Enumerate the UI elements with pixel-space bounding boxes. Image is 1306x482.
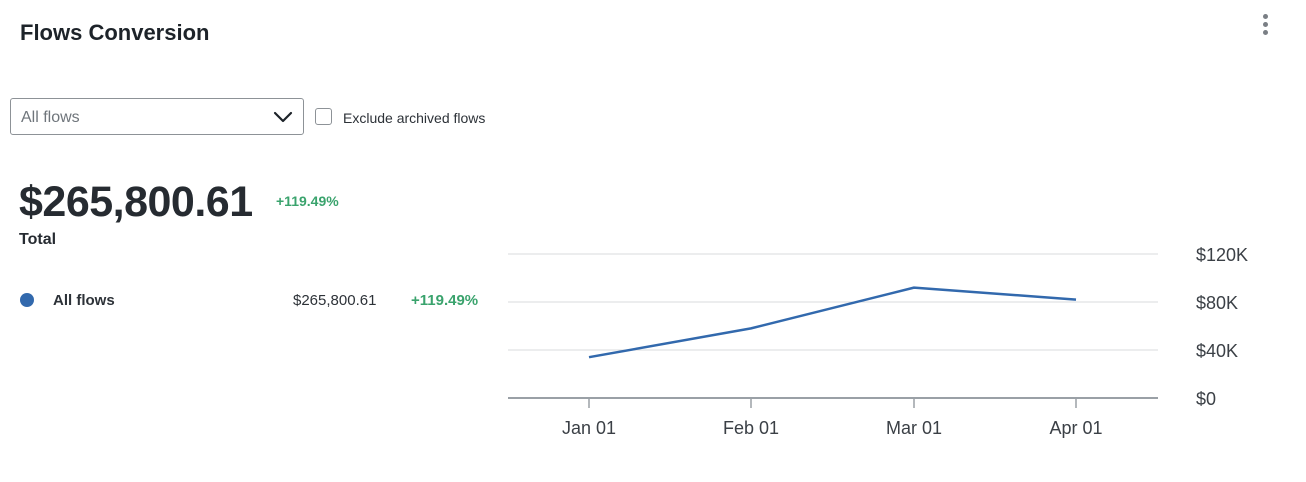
legend-row: All flows $265,800.61 +119.49% bbox=[0, 290, 500, 312]
card-title: Flows Conversion bbox=[20, 20, 210, 45]
chevron-down-icon bbox=[273, 111, 293, 123]
x-tick-label: Feb 01 bbox=[723, 418, 779, 438]
legend-dot-icon bbox=[20, 293, 34, 307]
legend-series-value: $265,800.61 bbox=[293, 292, 377, 309]
y-tick-label: $0 bbox=[1196, 389, 1216, 409]
exclude-archived-checkbox[interactable] bbox=[315, 108, 332, 125]
y-tick-label: $40K bbox=[1196, 341, 1238, 361]
flow-select-value: All flows bbox=[21, 109, 80, 126]
legend-series-name: All flows bbox=[53, 292, 115, 309]
kebab-menu-icon[interactable] bbox=[1258, 14, 1272, 38]
series-line-all-flows bbox=[588, 286, 1077, 359]
legend-series-change: +119.49% bbox=[411, 292, 479, 309]
x-tick-label: Mar 01 bbox=[886, 418, 942, 438]
total-label: Total bbox=[19, 231, 57, 248]
flow-select[interactable]: All flows bbox=[10, 98, 304, 135]
total-value: $265,800.61 bbox=[19, 178, 253, 226]
x-tick-label: Jan 01 bbox=[562, 418, 616, 438]
x-tick-label: Apr 01 bbox=[1049, 418, 1102, 438]
total-change-badge: +119.49% bbox=[276, 193, 339, 209]
exclude-archived-label[interactable]: Exclude archived flows bbox=[343, 110, 486, 126]
y-tick-label: $80K bbox=[1196, 293, 1238, 313]
y-tick-label: $120K bbox=[1196, 245, 1248, 265]
